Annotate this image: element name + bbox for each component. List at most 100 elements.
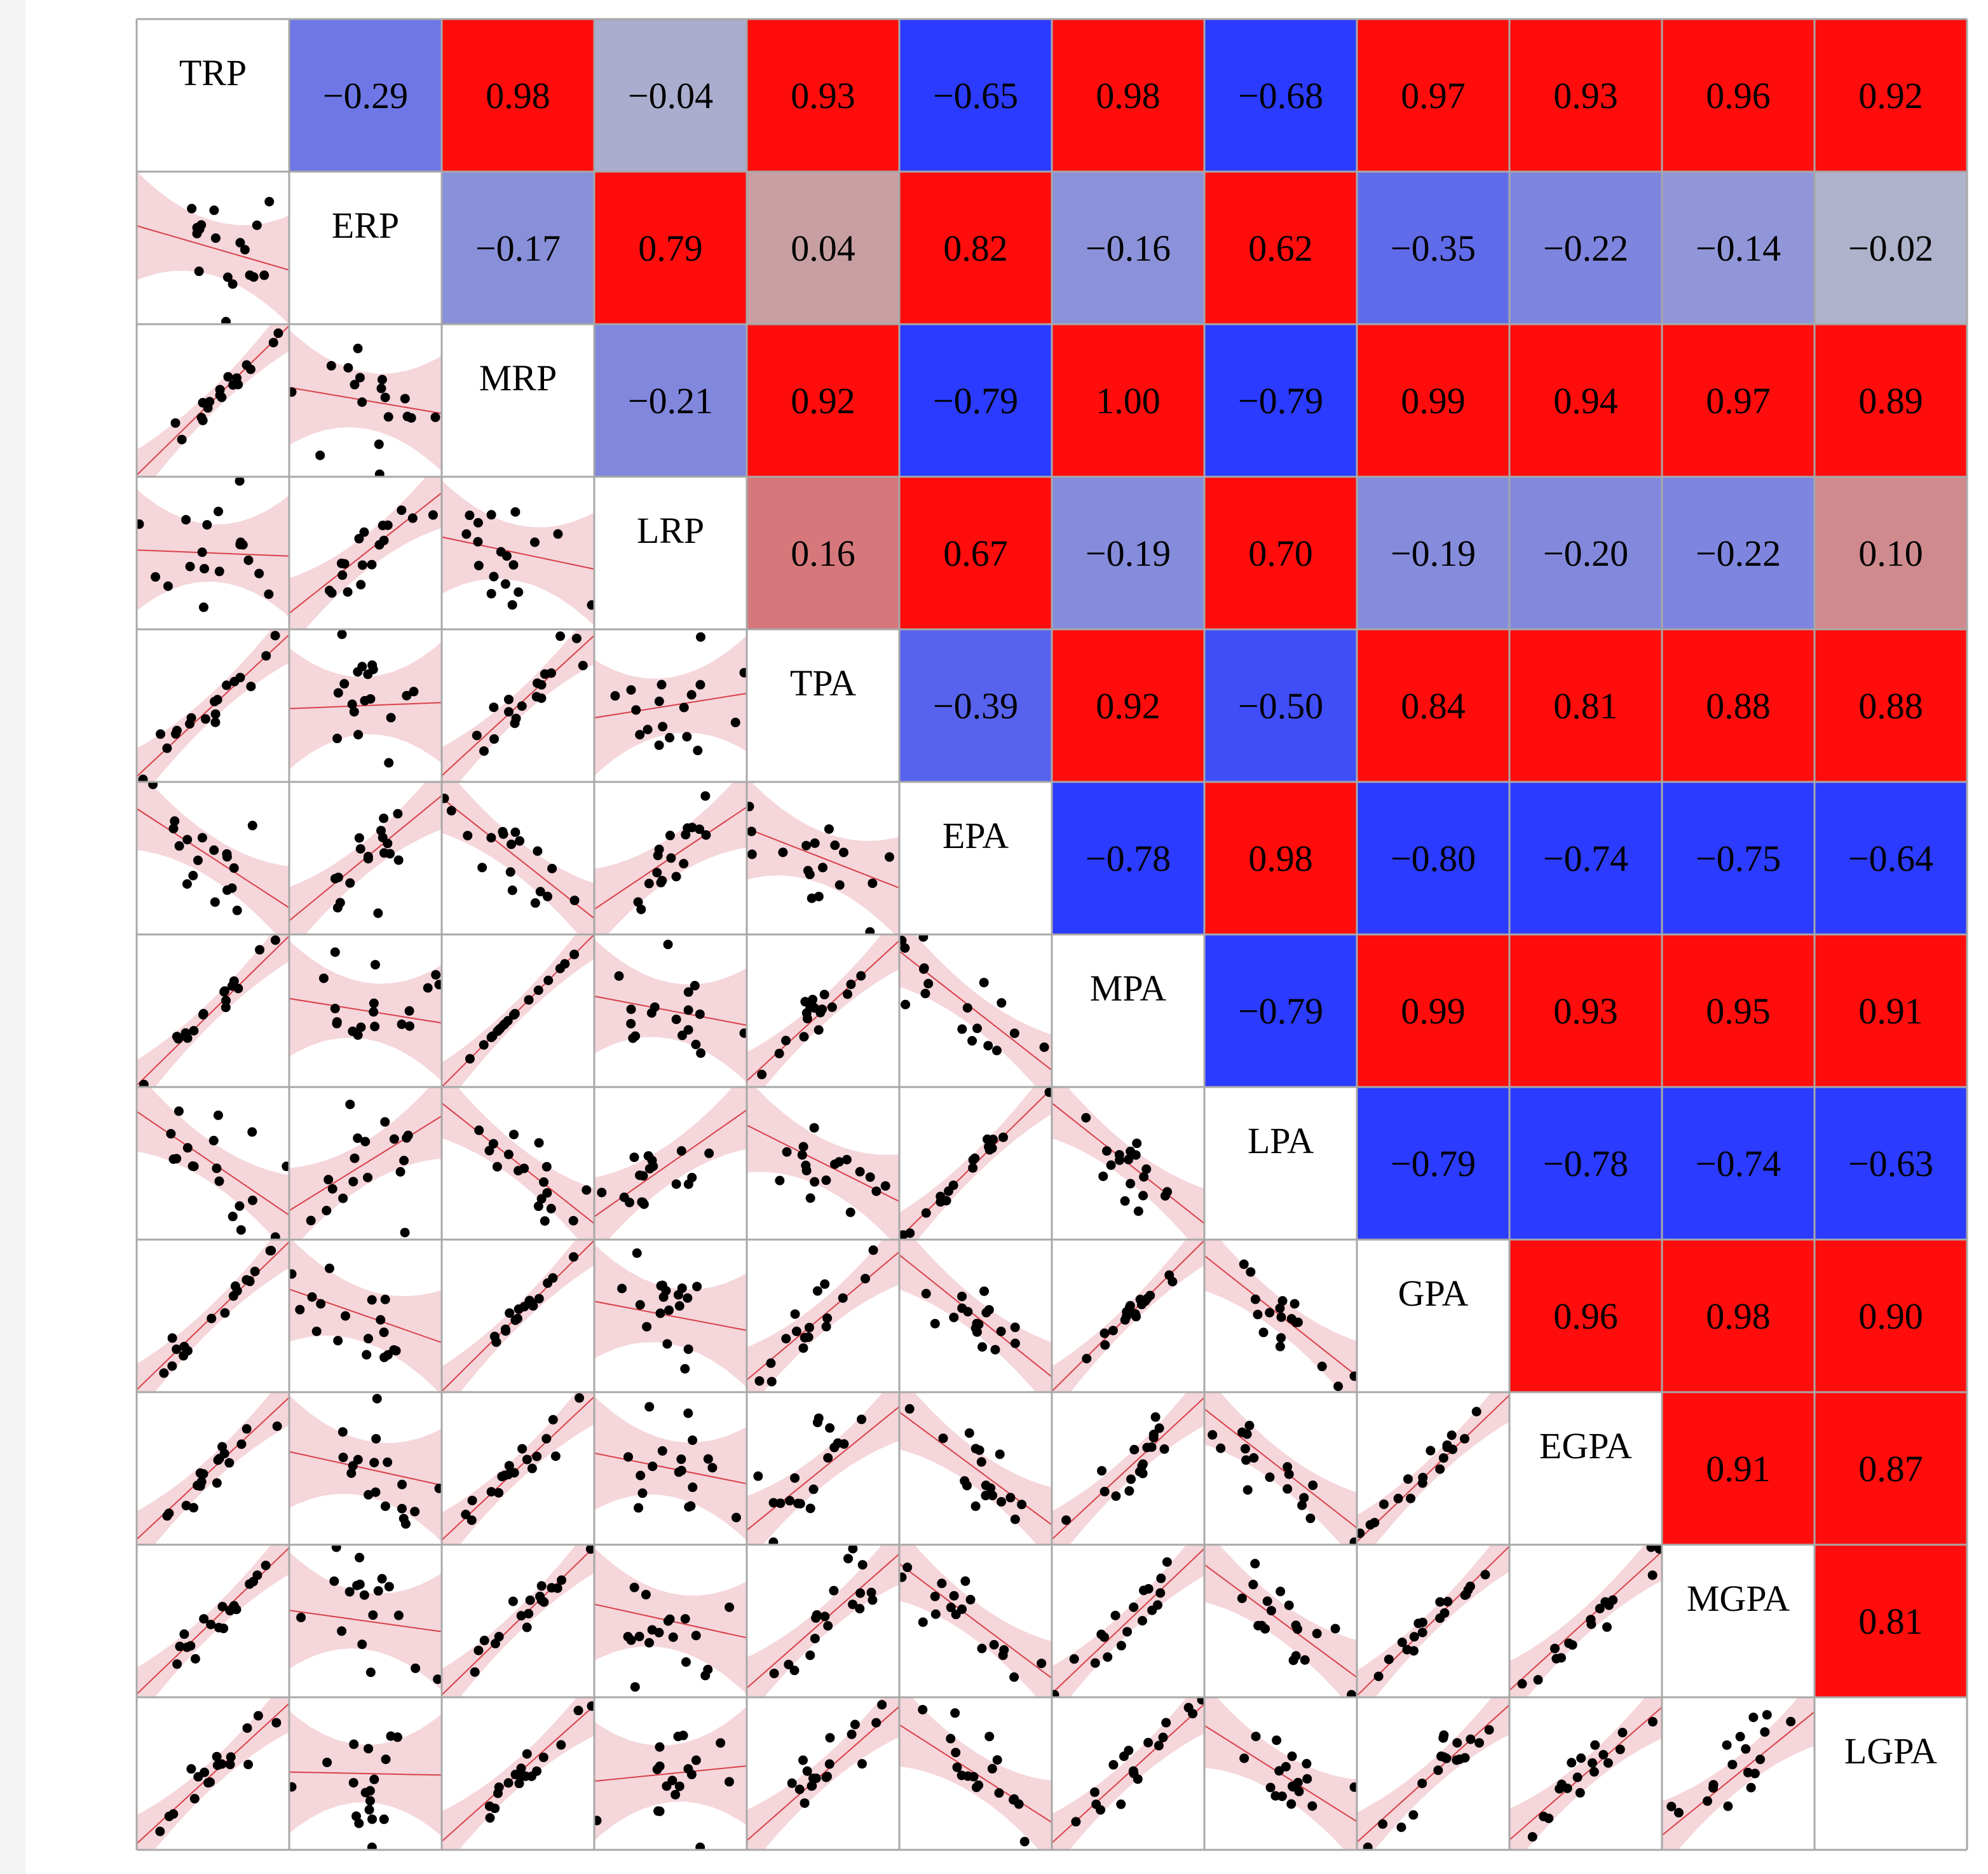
data-point <box>196 1477 207 1487</box>
data-point <box>1275 1303 1285 1313</box>
data-point <box>970 1153 980 1163</box>
data-point <box>642 1322 652 1332</box>
data-point <box>1139 1585 1149 1596</box>
data-point <box>345 1099 355 1109</box>
data-point <box>1250 1559 1260 1569</box>
correlation-value: 0.90 <box>1858 1296 1923 1337</box>
data-point <box>540 669 550 679</box>
data-point <box>781 1334 791 1344</box>
data-point <box>329 1576 339 1586</box>
scatter-cell-MPA-MRP <box>442 934 594 1087</box>
data-point <box>225 1760 235 1770</box>
data-point <box>240 245 250 255</box>
data-point <box>344 1587 355 1597</box>
data-point <box>568 1215 578 1226</box>
scatter-cell-EPA-ERP <box>289 782 442 934</box>
data-point <box>1242 1485 1253 1495</box>
data-point <box>1312 1629 1322 1639</box>
data-point <box>479 746 489 756</box>
data-point <box>829 1442 840 1453</box>
data-point <box>1110 1610 1120 1620</box>
data-point <box>338 1453 348 1463</box>
variable-label: LPA <box>1248 1120 1314 1161</box>
data-point <box>364 1489 374 1500</box>
correlation-cell-TPA-LGPA: 0.88 <box>1814 629 1967 782</box>
correlation-fill <box>442 19 594 172</box>
data-point <box>1363 1842 1373 1850</box>
correlation-value: 0.98 <box>486 75 550 116</box>
data-point <box>846 979 856 989</box>
data-point <box>535 887 545 897</box>
data-point <box>747 826 756 837</box>
data-point <box>159 1368 169 1378</box>
data-point <box>490 1803 500 1814</box>
data-point <box>1284 1600 1294 1610</box>
data-point <box>992 1755 1002 1765</box>
data-point <box>652 1764 662 1774</box>
data-point <box>1384 1654 1394 1664</box>
data-point <box>198 1009 208 1020</box>
data-point <box>494 1488 504 1498</box>
data-point <box>1037 1659 1047 1669</box>
data-point <box>655 1308 665 1318</box>
data-point <box>1586 1615 1596 1625</box>
data-point <box>511 713 521 723</box>
data-point <box>798 1343 808 1353</box>
data-point <box>380 1501 390 1511</box>
data-point <box>373 908 383 919</box>
data-point <box>983 1041 993 1051</box>
regression-line <box>137 1397 289 1540</box>
data-point <box>1131 1150 1141 1160</box>
data-point <box>389 1345 399 1355</box>
scatter-plot-area <box>289 1545 442 1691</box>
data-point <box>683 1408 693 1418</box>
correlation-cell-GPA-MGPA: 0.98 <box>1662 1240 1814 1392</box>
data-point <box>805 1002 815 1012</box>
data-point <box>687 1172 697 1182</box>
data-point <box>1539 1812 1549 1822</box>
data-point <box>1132 1139 1142 1149</box>
data-point <box>1735 1732 1745 1742</box>
data-point <box>232 1286 242 1296</box>
correlation-cell-LRP-LPA: 0.70 <box>1204 477 1357 629</box>
data-point <box>1154 1741 1164 1751</box>
data-point <box>569 895 580 905</box>
data-point <box>1256 1620 1267 1631</box>
correlation-value: 0.93 <box>1553 990 1618 1032</box>
data-point <box>701 830 711 840</box>
scatter-plot-area <box>1052 1697 1204 1850</box>
data-point <box>397 1019 407 1029</box>
data-point <box>1379 1499 1389 1509</box>
correlation-value: 0.70 <box>1248 533 1313 574</box>
correlation-value: −0.29 <box>323 75 408 116</box>
data-point <box>1349 1782 1357 1792</box>
data-point <box>221 680 231 690</box>
diagonal-bg <box>747 629 899 782</box>
data-point <box>264 196 275 207</box>
data-point <box>617 1283 627 1294</box>
data-point <box>785 1496 795 1506</box>
data-point <box>543 1278 553 1289</box>
data-point <box>174 841 184 851</box>
scatter-cell-LGPA-LRP <box>594 1697 747 1850</box>
data-point <box>195 1468 205 1478</box>
data-point <box>510 1770 521 1780</box>
correlation-fill <box>1509 172 1662 324</box>
diagonal-cell-MPA: MPA <box>1052 934 1204 1087</box>
correlation-value: −0.22 <box>1543 228 1628 269</box>
data-point <box>800 1798 810 1808</box>
diagonal-cell-MRP: MRP <box>442 324 594 477</box>
data-point <box>653 851 663 861</box>
diagonal-cell-LPA: LPA <box>1204 1087 1357 1240</box>
data-point <box>1433 1765 1443 1775</box>
data-point <box>289 1782 297 1792</box>
data-point <box>1396 1823 1406 1833</box>
data-point <box>1142 1442 1152 1453</box>
data-point <box>268 338 278 348</box>
data-point <box>957 1770 967 1781</box>
data-point <box>1069 1654 1079 1664</box>
data-point <box>503 1149 514 1159</box>
regression-line <box>137 1111 289 1216</box>
data-point <box>1703 1796 1713 1806</box>
data-point <box>536 693 547 703</box>
